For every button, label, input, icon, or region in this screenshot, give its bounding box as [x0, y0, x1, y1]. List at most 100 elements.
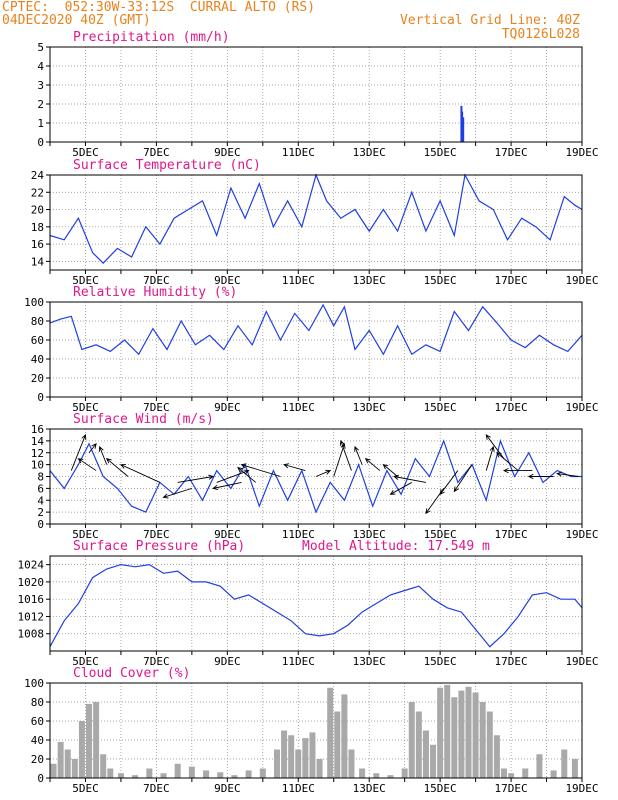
x-tick-label: 5DEC	[72, 655, 99, 668]
x-tick-label: 11DEC	[282, 782, 315, 795]
bar	[373, 773, 380, 778]
x-tick-label: 11DEC	[282, 274, 315, 287]
x-tick-label: 13DEC	[353, 782, 386, 795]
panel-4	[46, 428, 583, 528]
bar	[309, 732, 316, 778]
y-tick-label: 3	[37, 79, 44, 92]
x-tick-label: 5DEC	[72, 782, 99, 795]
bar	[160, 773, 167, 778]
y-tick-label: 20	[31, 372, 44, 385]
y-tick-label: 4	[37, 494, 44, 507]
bar	[146, 768, 153, 778]
y-tick-label: 16	[31, 238, 44, 251]
wind-arrow	[527, 473, 554, 480]
x-tick-label: 9DEC	[214, 146, 241, 159]
series-line	[49, 438, 582, 514]
wind-arrow	[354, 445, 363, 465]
y-tick-label: 40	[31, 353, 44, 366]
bar	[359, 768, 366, 778]
panel-frame	[49, 174, 583, 271]
bar	[550, 770, 557, 778]
grid-line-label: Vertical Grid Line: 40Z	[399, 13, 580, 28]
y-tick-label: 20	[31, 753, 44, 766]
bar	[217, 772, 224, 778]
bar	[430, 744, 437, 778]
bar	[387, 775, 394, 778]
x-tick-label: 7DEC	[143, 655, 170, 668]
x-tick-label: 13DEC	[353, 274, 386, 287]
bar	[93, 702, 100, 778]
wind-arrow	[389, 482, 412, 495]
bar	[437, 687, 444, 778]
y-tick-label: 8	[37, 471, 44, 484]
bar	[458, 690, 465, 778]
y-tick-label: 2	[37, 98, 44, 111]
bar	[327, 687, 334, 778]
wind-arrow	[453, 464, 473, 493]
bar	[401, 768, 408, 778]
wind-arrow	[77, 458, 97, 471]
panel-title: Cloud Cover (%)	[73, 666, 190, 681]
bar	[100, 754, 107, 778]
wind-arrow	[485, 434, 505, 459]
x-tick-label: 17DEC	[495, 274, 528, 287]
x-tick-label: 5DEC	[72, 528, 99, 541]
x-tick-label: 9DEC	[214, 782, 241, 795]
bar	[472, 692, 479, 778]
bar	[50, 763, 57, 778]
panel-2	[46, 173, 583, 274]
bar	[415, 711, 422, 778]
x-tick-label: 7DEC	[143, 146, 170, 159]
y-tick-label: 16	[31, 423, 44, 436]
bar	[571, 759, 578, 778]
x-tick-label: 15DEC	[424, 655, 457, 668]
x-tick-label: 7DEC	[143, 528, 170, 541]
x-tick-label: 19DEC	[565, 401, 598, 414]
wind-arrow	[162, 487, 193, 499]
bar	[422, 730, 429, 778]
y-tick-label: 0	[37, 391, 44, 404]
wind-arrow	[240, 463, 281, 477]
bar	[86, 703, 93, 778]
bar	[451, 697, 458, 778]
panel-title: Surface Wind (m/s)	[73, 412, 214, 427]
bar	[64, 749, 71, 778]
wind-arrow	[283, 463, 306, 471]
y-tick-label: 0	[37, 772, 44, 785]
y-tick-label: 6	[37, 482, 44, 495]
wind-arrow	[119, 464, 161, 483]
x-tick-label: 13DEC	[353, 655, 386, 668]
series-line	[49, 303, 583, 356]
panel-6	[46, 682, 583, 782]
x-tick-label: 11DEC	[282, 146, 315, 159]
y-tick-label: 80	[31, 315, 44, 328]
bar	[462, 117, 465, 142]
wind-arrow	[556, 471, 579, 477]
x-tick-label: 7DEC	[143, 782, 170, 795]
panel-frame	[49, 682, 583, 779]
panel-title: Precipitation (mm/h)	[73, 30, 230, 45]
bar	[465, 686, 472, 778]
station-label: CPTEC: 052:30W-33:12S CURRAL ALTO (RS)	[2, 0, 316, 15]
bar	[341, 694, 348, 778]
bar	[295, 749, 302, 778]
wind-arrow	[502, 467, 533, 474]
bar	[107, 768, 114, 778]
wind-arrow	[485, 445, 495, 471]
x-tick-label: 17DEC	[495, 528, 528, 541]
y-tick-label: 12	[31, 447, 44, 460]
wind-arrow	[177, 474, 215, 483]
y-tick-label: 10	[31, 459, 44, 472]
x-tick-label: 19DEC	[565, 528, 598, 541]
bar	[316, 759, 323, 778]
bar	[302, 738, 309, 778]
x-tick-label: 7DEC	[143, 401, 170, 414]
bar	[561, 749, 568, 778]
y-tick-label: 60	[31, 334, 44, 347]
bar	[281, 730, 288, 778]
y-tick-label: 1012	[18, 610, 45, 623]
bar	[334, 711, 341, 778]
panel-frame	[49, 301, 583, 398]
panel-title: Relative Humidity (%)	[73, 285, 237, 300]
wind-arrow	[315, 469, 332, 477]
